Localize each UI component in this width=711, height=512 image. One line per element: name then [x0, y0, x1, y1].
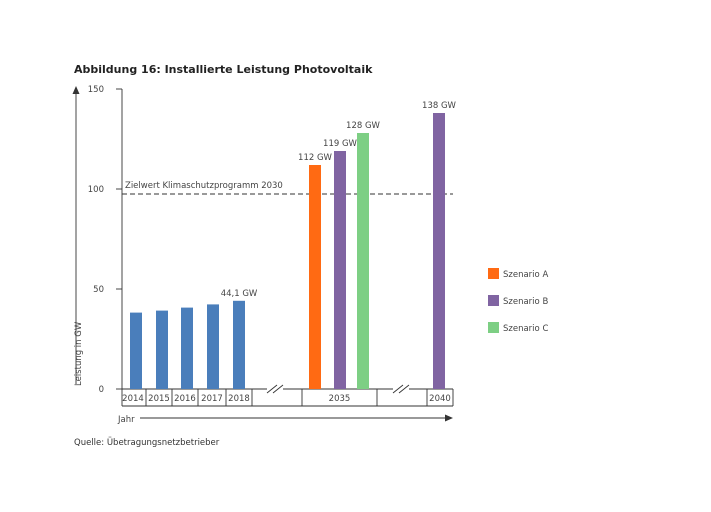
- category-label: 2017: [201, 394, 223, 404]
- legend: Szenario A Szenario B Szenario C: [488, 268, 548, 334]
- data-label: 128 GW: [346, 121, 381, 131]
- category-label: 2035: [329, 394, 351, 404]
- data-label: 44,1 GW: [221, 289, 258, 299]
- axis-break-marks: [266, 384, 410, 394]
- data-label: 112 GW: [298, 153, 333, 163]
- bar-2035-2: [334, 151, 346, 389]
- break-slash: [266, 384, 278, 394]
- category-label: 2040: [429, 394, 451, 404]
- y-tick-label: 0: [99, 385, 104, 395]
- x-axis-arrowhead: [445, 414, 453, 422]
- break-slash: [392, 384, 404, 394]
- bars: 44,1 GW 112 GW 119 GW 128 GW 138 GW: [130, 101, 457, 389]
- x-axis-label: Jahr: [117, 415, 135, 425]
- category-dividers: [121, 389, 454, 406]
- y-tick-label: 50: [93, 285, 104, 295]
- legend-label: Szenario B: [503, 297, 548, 307]
- data-label: 119 GW: [323, 139, 358, 149]
- bar-2014: [130, 312, 142, 389]
- bar-2035-1: [309, 165, 321, 389]
- bar-2035-3: [357, 133, 369, 389]
- category-label: 2016: [174, 394, 196, 404]
- bar-2015: [156, 310, 168, 389]
- bar-2040: [433, 113, 445, 389]
- break-slash: [272, 384, 284, 394]
- y-tick-label: 150: [88, 85, 104, 95]
- category-label: 2018: [228, 394, 250, 404]
- legend-swatch: [488, 268, 499, 279]
- category-label: 2014: [122, 394, 144, 404]
- bar-2016: [181, 307, 193, 389]
- break-gap: [393, 384, 409, 394]
- y-ticks: 0 50 100 150: [88, 85, 122, 395]
- y-axis-label: Leistung in GW: [74, 321, 84, 386]
- chart-title: Abbildung 16: Installierte Leistung Phot…: [74, 63, 373, 76]
- category-label: 2015: [148, 394, 170, 404]
- legend-swatch: [488, 295, 499, 306]
- data-label: 138 GW: [422, 101, 457, 111]
- legend-label: Szenario C: [503, 324, 548, 334]
- break-gap: [267, 384, 283, 394]
- bar-2018: [233, 300, 245, 389]
- legend-label: Szenario A: [503, 270, 548, 280]
- legend-swatch: [488, 322, 499, 333]
- y-axis-arrowhead: [72, 86, 80, 94]
- reference-line-label: Zielwert Klimaschutzprogramm 2030: [125, 181, 283, 191]
- category-labels: 2014 2015 2016 2017 2018 2035 2040: [122, 394, 451, 404]
- bar-2017: [207, 304, 219, 389]
- y-tick-label: 100: [88, 185, 104, 195]
- break-slash: [398, 384, 410, 394]
- source-note: Quelle: Übetragungsnetzbetrieber: [74, 437, 220, 448]
